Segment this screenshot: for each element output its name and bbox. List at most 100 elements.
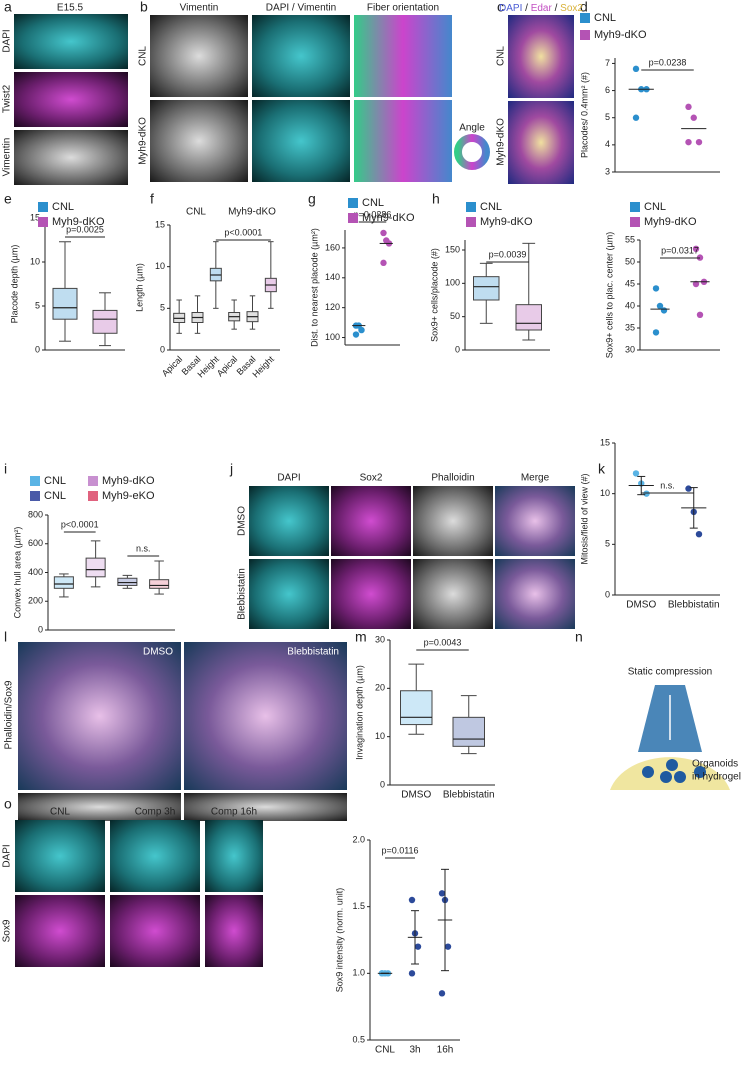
micrograph: [252, 100, 350, 182]
label: Vimentin: [2, 138, 13, 177]
label: 1.0: [352, 968, 365, 978]
label: 0: [160, 344, 165, 354]
label: 50: [625, 256, 635, 266]
label: CNL: [480, 201, 502, 213]
label: 3: [605, 166, 610, 176]
label: 30: [375, 634, 385, 644]
label: p=0.0238: [649, 57, 687, 67]
label: 20: [375, 683, 385, 693]
label: 0: [35, 344, 40, 354]
label: Vimentin: [180, 3, 219, 14]
point: [358, 326, 365, 334]
label: 400: [28, 567, 43, 577]
label: 10: [30, 256, 40, 266]
label: Myh9-dKO: [102, 475, 155, 487]
label: 2.0: [352, 834, 365, 844]
point: [692, 280, 700, 288]
label: 120: [325, 302, 340, 312]
micrograph: [150, 15, 248, 97]
point: [380, 229, 387, 237]
box: [85, 557, 106, 578]
label: 10: [600, 488, 610, 498]
label: CNL: [52, 201, 74, 213]
label: Placode depth (µm): [9, 245, 19, 324]
label: 5: [35, 300, 40, 310]
micrograph: [495, 559, 575, 629]
legend-swatch: [580, 30, 590, 40]
organoid: [666, 759, 678, 771]
label: p=0.0116: [381, 845, 418, 855]
point: [692, 245, 700, 252]
micrograph: [18, 642, 181, 790]
compression-diagram: [600, 685, 740, 790]
label: Sox9+ cells/placode (#): [429, 248, 439, 342]
micrograph: [249, 559, 329, 629]
label: 0: [380, 779, 385, 789]
label: 15: [600, 437, 610, 447]
label: Organoids: [692, 759, 738, 770]
label: a: [4, 0, 12, 15]
point: [652, 285, 660, 292]
label: 5: [605, 112, 610, 122]
box: [92, 309, 118, 334]
label: Myh9-dKO: [362, 212, 415, 224]
label: i: [4, 461, 7, 477]
label: Blebbistatin: [287, 647, 339, 658]
label: DAPI: [2, 844, 13, 867]
label: Invagination depth (µm): [354, 665, 364, 760]
point: [696, 311, 704, 318]
label: 160: [325, 242, 340, 252]
label: Comp 3h: [135, 807, 176, 818]
label: 15: [30, 212, 40, 222]
label: Phalloidin/Sox9: [4, 680, 15, 749]
label: Blebbistatin: [443, 790, 495, 801]
label: h: [432, 191, 440, 207]
label: DMSO: [626, 600, 656, 611]
point: [632, 65, 640, 73]
label: 16h: [437, 1045, 454, 1056]
legend-swatch: [580, 13, 590, 23]
label: Sox2: [360, 473, 383, 484]
label: Myh9-eKO: [102, 490, 155, 502]
micrograph: [354, 15, 452, 97]
label: 0.5: [352, 1034, 365, 1044]
label: g: [308, 191, 316, 207]
label: 0: [605, 589, 610, 599]
label: n.s.: [136, 543, 151, 553]
label: 10: [155, 261, 165, 271]
label: CNL: [362, 197, 384, 209]
label: Myh9-dKO: [644, 216, 697, 228]
label: DMSO: [143, 647, 173, 658]
point: [643, 490, 650, 497]
label: p=0.0025: [66, 224, 104, 234]
point: [690, 114, 697, 121]
label: CNL: [496, 46, 507, 66]
legend-swatch: [88, 491, 98, 501]
point: [632, 470, 640, 477]
label: E15.5: [57, 3, 84, 14]
legend-swatch: [38, 217, 48, 227]
label: Myh9-dKO: [138, 117, 149, 165]
micrograph: [495, 486, 575, 556]
label: d: [580, 0, 588, 15]
box: [452, 716, 485, 747]
micrograph: [14, 14, 128, 69]
box: [400, 690, 433, 726]
label: p=0.0043: [424, 637, 462, 647]
label: Blebbistatin: [668, 600, 720, 611]
gap: [600, 752, 740, 754]
legend-swatch: [466, 217, 476, 227]
point: [352, 331, 360, 338]
label: Static compression: [628, 667, 712, 678]
title-part: DAPI: [499, 3, 522, 14]
label: 4: [605, 139, 610, 149]
label: CNL: [44, 475, 66, 487]
label: 6: [605, 85, 610, 95]
point: [444, 943, 452, 950]
label: Sox9: [2, 919, 13, 942]
box: [515, 304, 542, 331]
label: Comp 16h: [211, 807, 257, 818]
label: 800: [28, 509, 43, 519]
label: 0: [455, 344, 460, 354]
